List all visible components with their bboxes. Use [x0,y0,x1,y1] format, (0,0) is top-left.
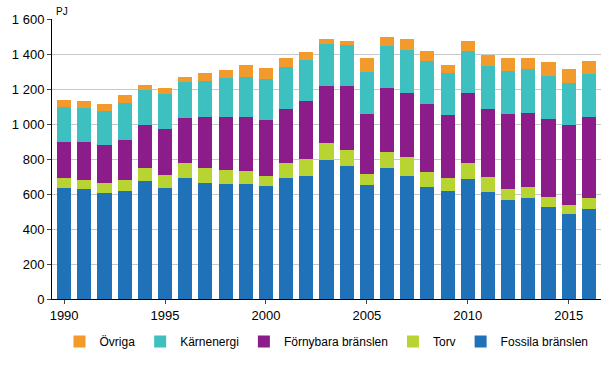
svg-text:1 000: 1 000 [12,117,45,132]
svg-text:2005: 2005 [352,308,381,323]
svg-text:1995: 1995 [151,308,180,323]
svg-text:2000: 2000 [251,308,280,323]
svg-text:Torv: Torv [433,335,456,349]
svg-text:600: 600 [23,187,45,202]
svg-text:Fossila bränslen: Fossila bränslen [501,335,588,349]
svg-text:PJ: PJ [56,6,68,17]
svg-text:1 400: 1 400 [12,47,45,62]
svg-text:Kärnenergi: Kärnenergi [180,335,239,349]
svg-text:800: 800 [23,152,45,167]
svg-text:2010: 2010 [453,308,482,323]
svg-text:2015: 2015 [554,308,583,323]
svg-text:1990: 1990 [50,308,79,323]
svg-text:400: 400 [23,222,45,237]
svg-text:1 200: 1 200 [12,82,45,97]
svg-text:1 600: 1 600 [12,12,45,27]
svg-text:200: 200 [23,257,45,272]
svg-text:Övriga: Övriga [100,335,136,349]
svg-text:Förnybara bränslen: Förnybara bränslen [284,335,388,349]
svg-text:0: 0 [37,292,44,307]
